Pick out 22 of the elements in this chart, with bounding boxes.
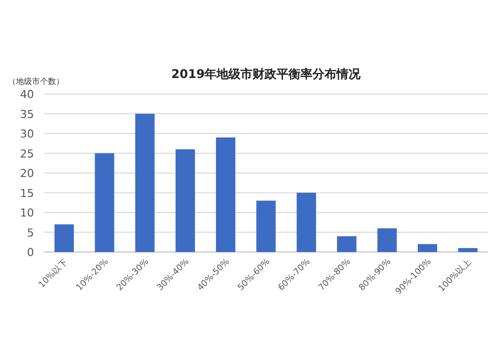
- y-axis-title: （地级市个数）: [8, 77, 64, 86]
- y-tick-label: 0: [27, 246, 34, 259]
- bar: [216, 137, 236, 252]
- bar: [377, 228, 397, 252]
- y-tick-label: 20: [20, 167, 34, 180]
- bar: [54, 224, 74, 252]
- y-tick-label: 40: [20, 88, 34, 101]
- bar: [418, 244, 438, 252]
- bar: [176, 149, 195, 252]
- y-tick-label: 15: [20, 186, 34, 200]
- y-tick-label: 5: [27, 226, 34, 240]
- y-tick-label: 25: [20, 147, 34, 160]
- bar: [337, 236, 356, 252]
- y-tick-label: 30: [20, 128, 34, 140]
- bar: [296, 192, 316, 252]
- y-tick-label: 10: [20, 206, 34, 220]
- bar: [458, 248, 478, 252]
- bar: [135, 114, 155, 252]
- bar: [94, 153, 114, 252]
- chart-title: 2019年地级市财政平衡率分布情况: [171, 67, 362, 81]
- y-tick-label: 35: [20, 108, 34, 121]
- bar: [256, 200, 276, 252]
